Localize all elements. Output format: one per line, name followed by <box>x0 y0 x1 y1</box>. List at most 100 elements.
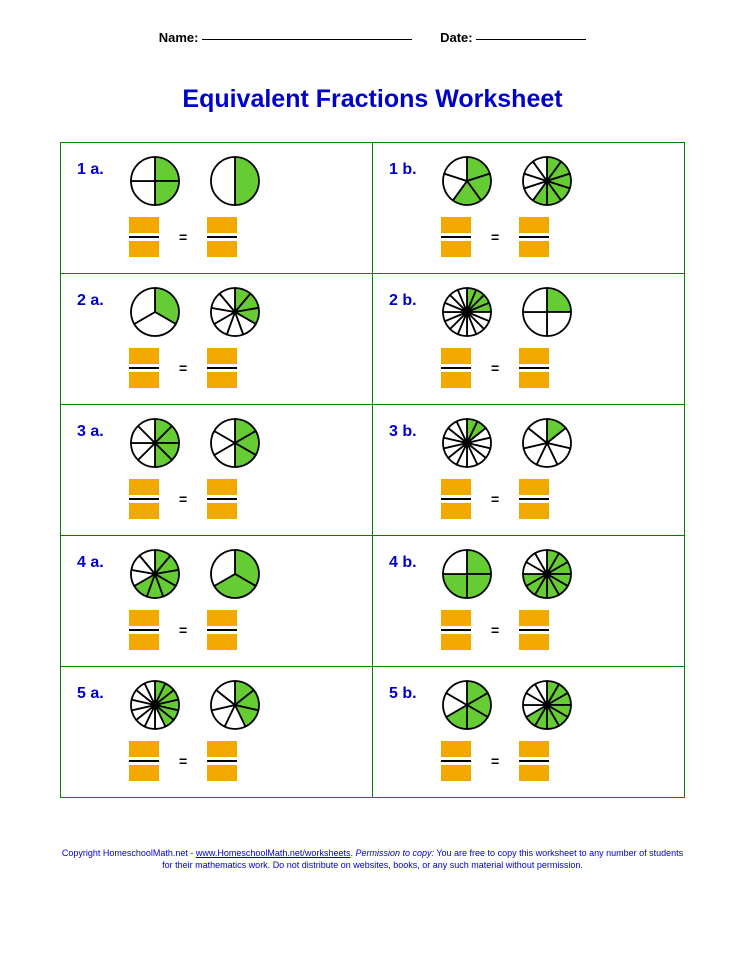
problem-cell: 5 b. = <box>373 667 685 798</box>
denominator-blank <box>207 372 237 388</box>
fraction-blank <box>441 741 471 781</box>
numerator-blank <box>207 479 237 495</box>
worksheet-page: Name: Date: Equivalent Fractions Workshe… <box>0 0 745 891</box>
fraction-bar <box>519 236 549 238</box>
fraction-bar <box>519 629 549 631</box>
equals-sign: = <box>179 229 187 245</box>
pie-chart-icon <box>441 286 493 338</box>
numerator-blank <box>129 741 159 757</box>
pie-pair <box>441 286 573 338</box>
pie-pair <box>441 155 573 207</box>
equals-sign: = <box>491 360 499 376</box>
denominator-blank <box>129 634 159 650</box>
fraction-bar <box>441 367 471 369</box>
pie-chart-icon <box>129 155 181 207</box>
numerator-blank <box>441 348 471 364</box>
fraction-bar <box>441 498 471 500</box>
fraction-bar <box>129 760 159 762</box>
fraction-blank <box>519 479 549 519</box>
pie-pair <box>129 548 261 600</box>
footer-link[interactable]: www.HomeschoolMath.net/worksheets <box>196 848 351 858</box>
problem-cell: 2 a. = <box>61 274 373 405</box>
numerator-blank <box>519 479 549 495</box>
pie-pair <box>441 417 573 469</box>
fraction-blank <box>519 610 549 650</box>
denominator-blank <box>519 634 549 650</box>
equation-row: = <box>441 610 668 650</box>
equation-row: = <box>129 479 356 519</box>
fraction-bar <box>207 498 237 500</box>
denominator-blank <box>129 241 159 257</box>
problem-cell: 5 a. = <box>61 667 373 798</box>
problem-label: 1 b. <box>389 155 423 179</box>
fraction-blank <box>129 479 159 519</box>
fraction-blank <box>207 741 237 781</box>
numerator-blank <box>129 217 159 233</box>
pie-pair <box>129 417 261 469</box>
name-field: Name: <box>159 30 412 45</box>
pie-pair <box>441 548 573 600</box>
denominator-blank <box>129 503 159 519</box>
problem-label: 3 a. <box>77 417 111 441</box>
fraction-bar <box>129 367 159 369</box>
fraction-blank <box>441 610 471 650</box>
problem-cell: 2 b. = <box>373 274 685 405</box>
fraction-blank <box>207 610 237 650</box>
numerator-blank <box>441 741 471 757</box>
equals-sign: = <box>179 622 187 638</box>
denominator-blank <box>129 372 159 388</box>
pie-chart-icon <box>521 548 573 600</box>
problem-cell: 1 a. = <box>61 143 373 274</box>
problem-cell: 3 a. = <box>61 405 373 536</box>
pie-chart-icon <box>209 155 261 207</box>
pie-chart-icon <box>521 155 573 207</box>
problem-label: 2 b. <box>389 286 423 310</box>
equals-sign: = <box>491 491 499 507</box>
pie-chart-icon <box>521 286 573 338</box>
numerator-blank <box>207 610 237 626</box>
fraction-bar <box>441 629 471 631</box>
fraction-blank <box>129 741 159 781</box>
fraction-bar <box>519 760 549 762</box>
name-label: Name: <box>159 30 199 45</box>
fraction-bar <box>441 760 471 762</box>
pie-chart-icon <box>521 417 573 469</box>
fraction-blank <box>129 610 159 650</box>
problem-cell: 3 b. = <box>373 405 685 536</box>
problem-label: 4 a. <box>77 548 111 572</box>
equals-sign: = <box>491 622 499 638</box>
problem-label: 1 a. <box>77 155 111 179</box>
date-blank <box>476 39 586 40</box>
pie-pair <box>129 155 261 207</box>
numerator-blank <box>129 610 159 626</box>
pie-chart-icon <box>441 417 493 469</box>
pie-chart-icon <box>521 679 573 731</box>
pie-chart-icon <box>209 417 261 469</box>
denominator-blank <box>519 372 549 388</box>
fraction-blank <box>519 741 549 781</box>
fraction-blank <box>519 348 549 388</box>
numerator-blank <box>129 348 159 364</box>
fraction-bar <box>519 367 549 369</box>
numerator-blank <box>519 741 549 757</box>
problem-label: 4 b. <box>389 548 423 572</box>
equals-sign: = <box>179 360 187 376</box>
date-label: Date: <box>440 30 473 45</box>
pie-pair <box>129 286 261 338</box>
fraction-bar <box>207 629 237 631</box>
footer-prefix: Copyright HomeschoolMath.net - <box>62 848 196 858</box>
fraction-blank <box>207 348 237 388</box>
pie-chart-icon <box>129 548 181 600</box>
denominator-blank <box>519 503 549 519</box>
denominator-blank <box>441 503 471 519</box>
equation-row: = <box>441 348 668 388</box>
equals-sign: = <box>179 753 187 769</box>
pie-chart-icon <box>209 679 261 731</box>
denominator-blank <box>207 503 237 519</box>
problem-cell: 1 b. = <box>373 143 685 274</box>
denominator-blank <box>519 765 549 781</box>
problem-label: 5 a. <box>77 679 111 703</box>
pie-chart-icon <box>129 679 181 731</box>
fraction-bar <box>129 236 159 238</box>
pie-chart-icon <box>441 679 493 731</box>
